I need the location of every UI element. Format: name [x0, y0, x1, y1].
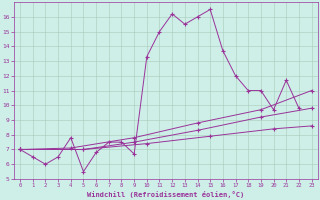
X-axis label: Windchill (Refroidissement éolien,°C): Windchill (Refroidissement éolien,°C) — [87, 191, 244, 198]
